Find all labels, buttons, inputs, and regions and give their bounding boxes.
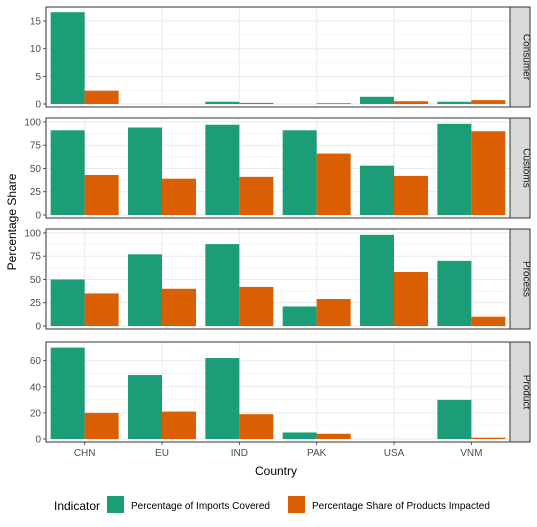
- bar-process-ind-imports: [205, 244, 240, 326]
- bar-process-usa-imports: [360, 234, 394, 326]
- bar-consumer-ind-imports: [205, 101, 240, 104]
- y-tick-label: 20: [30, 408, 42, 419]
- bar-process-vnm-products: [471, 316, 506, 326]
- bar-product-pak-products: [316, 433, 351, 439]
- y-tick-label: 10: [30, 44, 42, 55]
- y-tick-label: 25: [30, 298, 42, 309]
- y-tick-label: 50: [30, 164, 42, 175]
- y-tick-label: 60: [30, 356, 42, 367]
- bar-process-chn-products: [84, 293, 119, 326]
- x-tick-label-vnm: VNM: [460, 448, 482, 459]
- bar-product-ind-imports: [205, 358, 240, 439]
- x-tick-label-eu: EU: [155, 448, 169, 459]
- facet-strip-label: Product: [521, 375, 532, 410]
- legend-key-products: [288, 496, 305, 513]
- y-tick-label: 0: [35, 100, 41, 111]
- bar-process-pak-imports: [282, 306, 317, 326]
- facet-strip: [509, 117, 531, 219]
- bar-process-ind-products: [239, 286, 274, 326]
- bar-process-pak-products: [316, 299, 351, 326]
- panel-background: [46, 342, 510, 442]
- bar-product-pak-imports: [282, 432, 317, 439]
- bar-process-usa-products: [394, 272, 428, 326]
- y-axis-title: Percentage Share: [5, 173, 19, 270]
- bar-product-eu-imports: [128, 375, 162, 439]
- bar-customs-vnm-imports: [437, 123, 472, 215]
- bar-customs-ind-products: [239, 176, 274, 215]
- legend-label-imports: Percentage of Imports Covered: [131, 501, 270, 512]
- bar-product-eu-products: [162, 411, 196, 439]
- bar-customs-vnm-products: [471, 131, 506, 215]
- y-tick-label: 100: [24, 117, 41, 128]
- bar-customs-usa-imports: [360, 165, 394, 215]
- bar-consumer-chn-imports: [50, 12, 85, 105]
- bar-customs-pak-imports: [282, 130, 317, 215]
- bar-product-vnm-imports: [437, 399, 472, 439]
- bar-process-eu-imports: [128, 254, 162, 326]
- y-tick-label: 40: [30, 382, 42, 393]
- bar-consumer-vnm-imports: [437, 101, 472, 104]
- bar-customs-chn-products: [84, 174, 119, 215]
- bar-product-chn-imports: [50, 347, 85, 439]
- x-axis-title: Country: [255, 464, 297, 478]
- y-tick-label: 75: [30, 141, 42, 152]
- x-tick-label-pak: PAK: [307, 448, 327, 459]
- legend: Indicator Percentage of Imports Covered …: [54, 496, 490, 513]
- y-tick-label: 0: [35, 211, 41, 222]
- bar-customs-eu-products: [162, 178, 196, 215]
- facet-strip: [509, 228, 531, 330]
- bar-product-chn-products: [84, 412, 119, 439]
- legend-label-products: Percentage Share of Products Impacted: [312, 501, 490, 512]
- facet-strip: [509, 341, 531, 443]
- bar-customs-eu-imports: [128, 127, 162, 215]
- bar-consumer-usa-imports: [360, 96, 394, 104]
- bar-consumer-ind-products: [239, 102, 274, 104]
- bar-process-eu-products: [162, 288, 196, 326]
- bar-product-vnm-products: [471, 437, 506, 439]
- y-tick-label: 100: [24, 228, 41, 239]
- panel-customs: 0 25 50 75 100 Customs: [24, 117, 531, 221]
- bar-customs-ind-imports: [205, 124, 240, 215]
- facet-strip: [509, 6, 531, 108]
- legend-title: Indicator: [54, 499, 100, 513]
- x-tick-label-ind: IND: [231, 448, 248, 459]
- x-tick-label-usa: USA: [384, 448, 405, 459]
- y-tick-label: 25: [30, 187, 42, 198]
- bar-consumer-chn-products: [84, 90, 119, 104]
- bar-consumer-usa-products: [394, 101, 428, 104]
- x-axis-tick-labels: CHN EU IND PAK USA VNM: [74, 448, 483, 459]
- facet-strip-label: Process: [521, 261, 532, 297]
- y-tick-label: 50: [30, 275, 42, 286]
- facet-strip-label: Customs: [521, 148, 532, 187]
- bar-process-chn-imports: [50, 279, 85, 326]
- panel-consumer: 0 5 10 15 Consumer: [30, 6, 532, 111]
- y-tick-label: 0: [35, 322, 41, 333]
- bar-customs-usa-products: [394, 175, 428, 215]
- bar-customs-chn-imports: [50, 130, 85, 215]
- bar-process-vnm-imports: [437, 260, 472, 326]
- bar-product-ind-products: [239, 414, 274, 439]
- y-tick-label: 5: [35, 72, 41, 83]
- panels-layer: 0 5 10 15 Consumer 0 25 50 75 100 Customs 0 25 50 75 10…: [24, 6, 532, 446]
- x-tick-label-chn: CHN: [74, 448, 96, 459]
- bar-consumer-vnm-products: [471, 100, 506, 104]
- bar-consumer-pak-products: [316, 103, 351, 104]
- y-tick-label: 75: [30, 252, 42, 263]
- y-tick-label: 15: [30, 17, 42, 28]
- panel-process: 0 25 50 75 100 Process: [24, 228, 531, 332]
- facet-strip-label: Consumer: [521, 34, 532, 81]
- bar-customs-pak-products: [316, 153, 351, 215]
- legend-key-imports: [107, 496, 124, 513]
- panel-product: 0 20 40 60 Product: [30, 341, 532, 446]
- y-tick-label: 0: [35, 435, 41, 446]
